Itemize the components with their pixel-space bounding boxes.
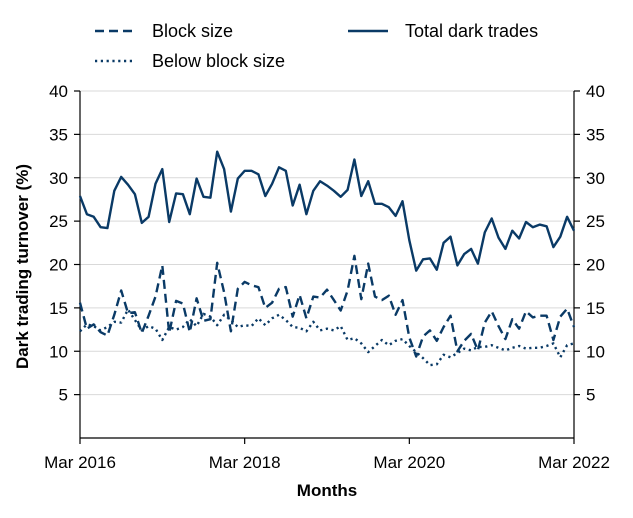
y-tick-label-left: 20	[49, 256, 68, 275]
y-tick-label-left: 15	[49, 299, 68, 318]
y-tick-label-left: 10	[49, 342, 68, 361]
legend-label: Block size	[152, 21, 233, 41]
x-tick-label: Mar 2020	[373, 453, 445, 472]
y-tick-label-right: 25	[586, 212, 605, 231]
y-axis-title: Dark trading turnover (%)	[13, 164, 32, 369]
y-tick-label-right: 10	[586, 342, 605, 361]
y-tick-label-right: 30	[586, 169, 605, 188]
y-tick-label-left: 40	[49, 82, 68, 101]
y-tick-label-right: 40	[586, 82, 605, 101]
y-tick-label-left: 35	[49, 125, 68, 144]
x-tick-label: Mar 2018	[209, 453, 281, 472]
series-line-block-size	[78, 254, 576, 358]
y-tick-label-left: 25	[49, 212, 68, 231]
y-tick-label-right: 5	[586, 386, 595, 405]
y-tick-label-left: 5	[59, 386, 68, 405]
axes: 5 5 10 10 15 15 20 20 25 25 30 30 35 35 40 40 Mar 2016 Ma…	[44, 82, 610, 472]
series-line-total-dark-trades	[78, 150, 576, 272]
legend-label: Below block size	[152, 51, 285, 71]
y-tick-label-left: 30	[49, 169, 68, 188]
y-tick-label-right: 20	[586, 256, 605, 275]
gridlines	[80, 90, 574, 396]
y-tick-label-right: 15	[586, 299, 605, 318]
series-lines	[78, 150, 576, 367]
series-line-below-block-size	[79, 308, 575, 367]
x-tick-label: Mar 2022	[538, 453, 610, 472]
y-tick-label-right: 35	[586, 125, 605, 144]
x-tick-label: Mar 2016	[44, 453, 116, 472]
legend-label: Total dark trades	[405, 21, 538, 41]
legend: Block size Below block size Total dark tra…	[95, 21, 538, 71]
x-axis-title: Months	[297, 481, 357, 500]
